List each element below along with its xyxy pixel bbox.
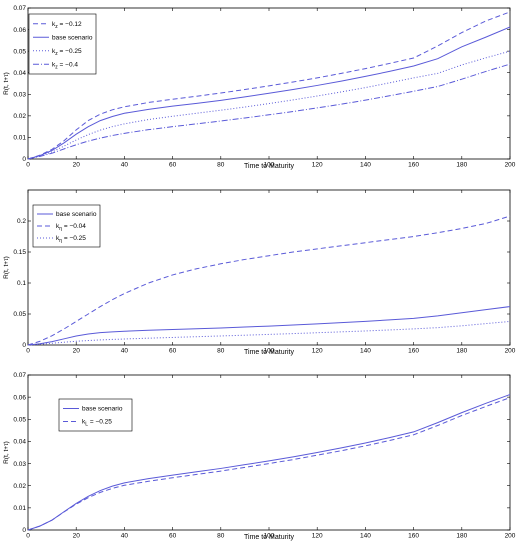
x-tick-label: 40: [121, 533, 129, 540]
x-tick-label: 180: [456, 533, 467, 540]
y-tick-label: 0.2: [17, 218, 26, 225]
x-tick-label: 200: [505, 348, 516, 355]
legend-box: [28, 13, 97, 75]
series-line-4: [27, 63, 511, 160]
x-tick-label: 0: [26, 348, 30, 355]
y-axis-label: R(t, t+τ): [3, 72, 10, 95]
series-line-2: [27, 397, 511, 531]
y-tick-label: 0: [22, 342, 26, 349]
x-tick-label: 140: [360, 348, 371, 355]
x-tick-label: 60: [169, 162, 177, 169]
chart-panel-3: 0 20 40 60 80 100 120 140 160 180 200 0 0.01 0.02 0.03…: [3, 372, 516, 541]
x-tick-label: 140: [360, 533, 371, 540]
x-tick-label: 20: [73, 533, 81, 540]
series-line-3: [27, 50, 511, 160]
y-tick-label: 0.03: [13, 91, 26, 98]
x-axis-label: Time to Maturity: [244, 163, 294, 170]
x-tick-label: 180: [456, 348, 467, 355]
x-tick-label: 20: [73, 162, 81, 169]
x-tick-label: 200: [505, 533, 516, 540]
legend-label: kz = −0.12: [52, 21, 82, 30]
series-line-1: [27, 394, 511, 531]
x-tick-label: 40: [121, 348, 129, 355]
x-tick-label: 80: [217, 348, 225, 355]
x-tick-label: 40: [121, 162, 129, 169]
y-tick-label: 0.05: [13, 48, 26, 55]
legend-label: base scenario: [56, 211, 97, 218]
y-tick-label: 0: [22, 527, 26, 534]
x-axis-label: Time to Maturity: [244, 349, 294, 356]
x-tick-label: 180: [456, 162, 467, 169]
x-tick-label: 160: [408, 533, 419, 540]
y-tick-label: 0.06: [13, 27, 26, 34]
x-tick-label: 200: [505, 162, 516, 169]
y-tick-label: 0.01: [13, 135, 26, 142]
x-tick-label: 100: [264, 162, 275, 169]
legend-label: kL = −0.25: [82, 419, 112, 428]
y-tick-label: 0.05: [13, 416, 26, 423]
x-axis-label: Time to Maturity: [244, 534, 294, 541]
x-tick-label: 100: [264, 533, 275, 540]
y-tick-label: 0.01: [13, 505, 26, 512]
legend-box: [32, 204, 101, 248]
legend-label: kη = −0.04: [56, 223, 86, 232]
y-tick-label: 0: [22, 156, 26, 163]
x-tick-label: 0: [26, 162, 30, 169]
series-line-2: [27, 26, 511, 160]
y-tick-label: 0.07: [13, 372, 26, 379]
x-tick-label: 80: [217, 162, 225, 169]
x-tick-label: 80: [217, 533, 225, 540]
y-tick-label: 0.06: [13, 394, 26, 401]
series-line-1: [27, 11, 511, 160]
x-tick-label: 60: [169, 348, 177, 355]
y-tick-label: 0.05: [13, 311, 26, 318]
series-line-2: [27, 215, 511, 346]
y-axis-label: R(t, t+τ): [3, 256, 10, 279]
x-tick-label: 20: [73, 348, 81, 355]
y-tick-label: 0.02: [13, 113, 26, 120]
y-tick-label: 0.02: [13, 483, 26, 490]
y-tick-label: 0.04: [13, 439, 26, 446]
y-tick-label: 0.04: [13, 70, 26, 77]
legend-label: kη = −0.25: [56, 235, 86, 244]
series-line-1: [27, 306, 511, 346]
legend: kz = −0.12 base scenario kz = −0.25 kz = −0…: [28, 13, 97, 75]
x-tick-label: 120: [312, 348, 323, 355]
x-tick-label: 120: [312, 533, 323, 540]
x-tick-label: 100: [264, 348, 275, 355]
legend-box: [58, 398, 133, 432]
y-tick-label: 0.03: [13, 461, 26, 468]
legend: base scenario kL = −0.25: [58, 398, 133, 432]
x-tick-label: 160: [408, 162, 419, 169]
plot-frame: [27, 189, 511, 346]
legend: base scenario kη = −0.04 kη = −0.25: [32, 204, 101, 248]
legend-label: kz = −0.4: [52, 61, 78, 70]
chart-panel-2: 0 20 40 60 80 100 120 140 160 180 200 0 0.05 0.1 0.15 0…: [3, 189, 516, 356]
plot-frame: [27, 7, 511, 160]
plot-frame: [27, 374, 511, 531]
legend-label: base scenario: [52, 34, 93, 41]
chart-panel-1: 0 20 40 60 80 100 120 140 160 180 200 0 0.01 0.02 0.03…: [3, 5, 516, 170]
legend-label: base scenario: [82, 406, 123, 413]
y-tick-label: 0.1: [17, 280, 26, 287]
y-axis-label: R(t, t+τ): [3, 441, 10, 464]
series-line-3: [27, 320, 511, 346]
x-tick-label: 120: [312, 162, 323, 169]
x-tick-label: 0: [26, 533, 30, 540]
x-tick-label: 60: [169, 533, 177, 540]
y-tick-label: 0.15: [13, 249, 26, 256]
x-tick-label: 140: [360, 162, 371, 169]
legend-label: kz = −0.25: [52, 48, 82, 57]
y-tick-label: 0.07: [13, 5, 26, 12]
x-tick-label: 160: [408, 348, 419, 355]
